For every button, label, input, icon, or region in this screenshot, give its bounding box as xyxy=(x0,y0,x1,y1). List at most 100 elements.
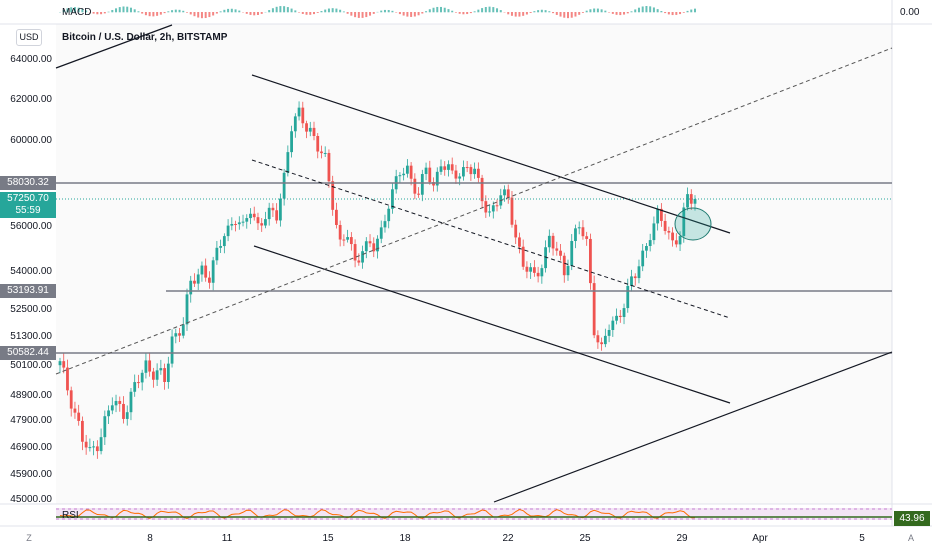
candle-body xyxy=(349,237,353,245)
candle-body xyxy=(320,151,323,154)
macd-bar xyxy=(103,12,106,14)
macd-bar xyxy=(234,9,237,13)
candle-body xyxy=(506,189,510,198)
candle-body xyxy=(402,173,406,176)
macd-bar xyxy=(133,9,136,13)
macd-bar xyxy=(574,12,577,17)
macd-bar xyxy=(245,12,248,14)
candle-body xyxy=(424,167,428,175)
macd-bar xyxy=(410,12,413,17)
price-tick-label: 60000.00 xyxy=(10,135,52,146)
macd-bar xyxy=(122,6,125,13)
candle-body xyxy=(521,246,525,267)
breakout-highlight xyxy=(674,207,712,241)
candle-body xyxy=(122,403,125,419)
time-tick-label: 5 xyxy=(859,533,865,544)
macd-bar xyxy=(694,8,696,13)
candle-body xyxy=(99,437,103,452)
macd-bar xyxy=(275,6,278,13)
time-tick-label: 18 xyxy=(399,533,411,544)
candle-body xyxy=(633,276,637,279)
candle-body xyxy=(92,446,96,448)
candle-body xyxy=(323,152,327,154)
macd-bar xyxy=(398,12,401,15)
candle-body xyxy=(480,177,484,202)
macd-bar xyxy=(481,8,484,13)
macd-bar xyxy=(361,12,364,18)
macd-bar xyxy=(585,10,588,13)
macd-bar xyxy=(163,12,166,14)
macd-bar xyxy=(305,12,308,15)
macd-label[interactable]: MACD xyxy=(62,7,92,18)
candle-body xyxy=(252,213,256,218)
candle-body xyxy=(174,333,178,337)
rsi-label[interactable]: RSI xyxy=(62,510,79,521)
rsi-line xyxy=(59,509,696,520)
candle-body xyxy=(237,222,241,225)
macd-bar xyxy=(406,12,409,17)
macd-bar xyxy=(436,6,439,13)
currency-button[interactable]: USD xyxy=(16,29,42,46)
candle-body xyxy=(103,416,107,438)
macd-bar xyxy=(391,10,394,13)
macd-bar xyxy=(81,8,84,13)
macd-bar xyxy=(649,6,652,13)
candle-body xyxy=(249,213,252,219)
auto-scale-button[interactable]: A xyxy=(907,533,914,543)
macd-bar xyxy=(690,9,693,13)
zoom-button[interactable]: Z xyxy=(26,533,32,543)
candle-body xyxy=(137,382,140,384)
time-tick-label: 25 xyxy=(579,533,591,544)
candle-body xyxy=(663,220,667,231)
candle-body xyxy=(656,208,660,224)
macd-bar xyxy=(623,12,626,15)
candle-body xyxy=(308,127,312,132)
macd-bar xyxy=(324,9,327,13)
macd-bar xyxy=(357,12,360,18)
macd-bar xyxy=(107,11,110,13)
candle-body xyxy=(66,367,69,391)
macd-bar xyxy=(189,12,192,15)
candle-body xyxy=(641,250,645,267)
macd-bar xyxy=(354,12,357,18)
macd-bar xyxy=(589,9,592,13)
candle-body xyxy=(529,267,533,272)
macd-bar xyxy=(182,10,185,13)
candle-body xyxy=(630,276,633,286)
candle-body xyxy=(204,265,208,278)
macd-bar xyxy=(477,9,480,13)
macd-bar xyxy=(152,12,155,17)
macd-bar xyxy=(652,7,655,13)
price-tick-label: 45000.00 xyxy=(10,494,52,505)
candle-body xyxy=(544,247,547,269)
macd-bar xyxy=(156,12,159,16)
candle-body xyxy=(570,240,574,266)
candle-body xyxy=(603,335,607,345)
candle-body xyxy=(566,265,570,276)
macd-bar xyxy=(454,12,457,13)
candle-body xyxy=(413,178,417,194)
macd-value: 0.00 xyxy=(900,7,920,18)
candle-body xyxy=(312,127,316,136)
macd-bar xyxy=(208,12,211,18)
macd-bar xyxy=(667,12,670,15)
long-dashed-trendline xyxy=(55,47,893,375)
candle-body xyxy=(185,294,189,325)
macd-bar xyxy=(335,8,338,13)
macd-bar xyxy=(200,12,203,19)
candle-body xyxy=(372,243,376,252)
rsi-value-badge: 43.96 xyxy=(894,511,930,526)
macd-bar xyxy=(615,12,618,15)
macd-bar xyxy=(507,12,510,15)
candle-body xyxy=(405,165,409,174)
macd-bar xyxy=(402,12,405,16)
macd-bar xyxy=(626,12,629,14)
macd-bar xyxy=(466,12,469,15)
candle-body xyxy=(230,223,234,226)
macd-bar xyxy=(178,9,181,13)
candle-body xyxy=(592,283,596,336)
macd-bar xyxy=(619,12,622,16)
candle-body xyxy=(211,260,215,283)
